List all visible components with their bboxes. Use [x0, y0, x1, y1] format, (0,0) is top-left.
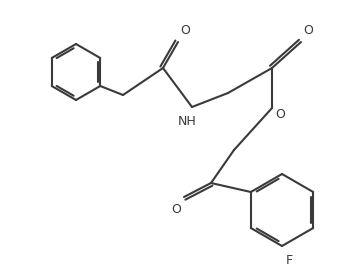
Text: O: O	[180, 24, 190, 37]
Text: O: O	[303, 24, 313, 37]
Text: NH: NH	[178, 115, 197, 128]
Text: O: O	[171, 203, 181, 216]
Text: F: F	[286, 254, 293, 267]
Text: O: O	[275, 107, 285, 120]
